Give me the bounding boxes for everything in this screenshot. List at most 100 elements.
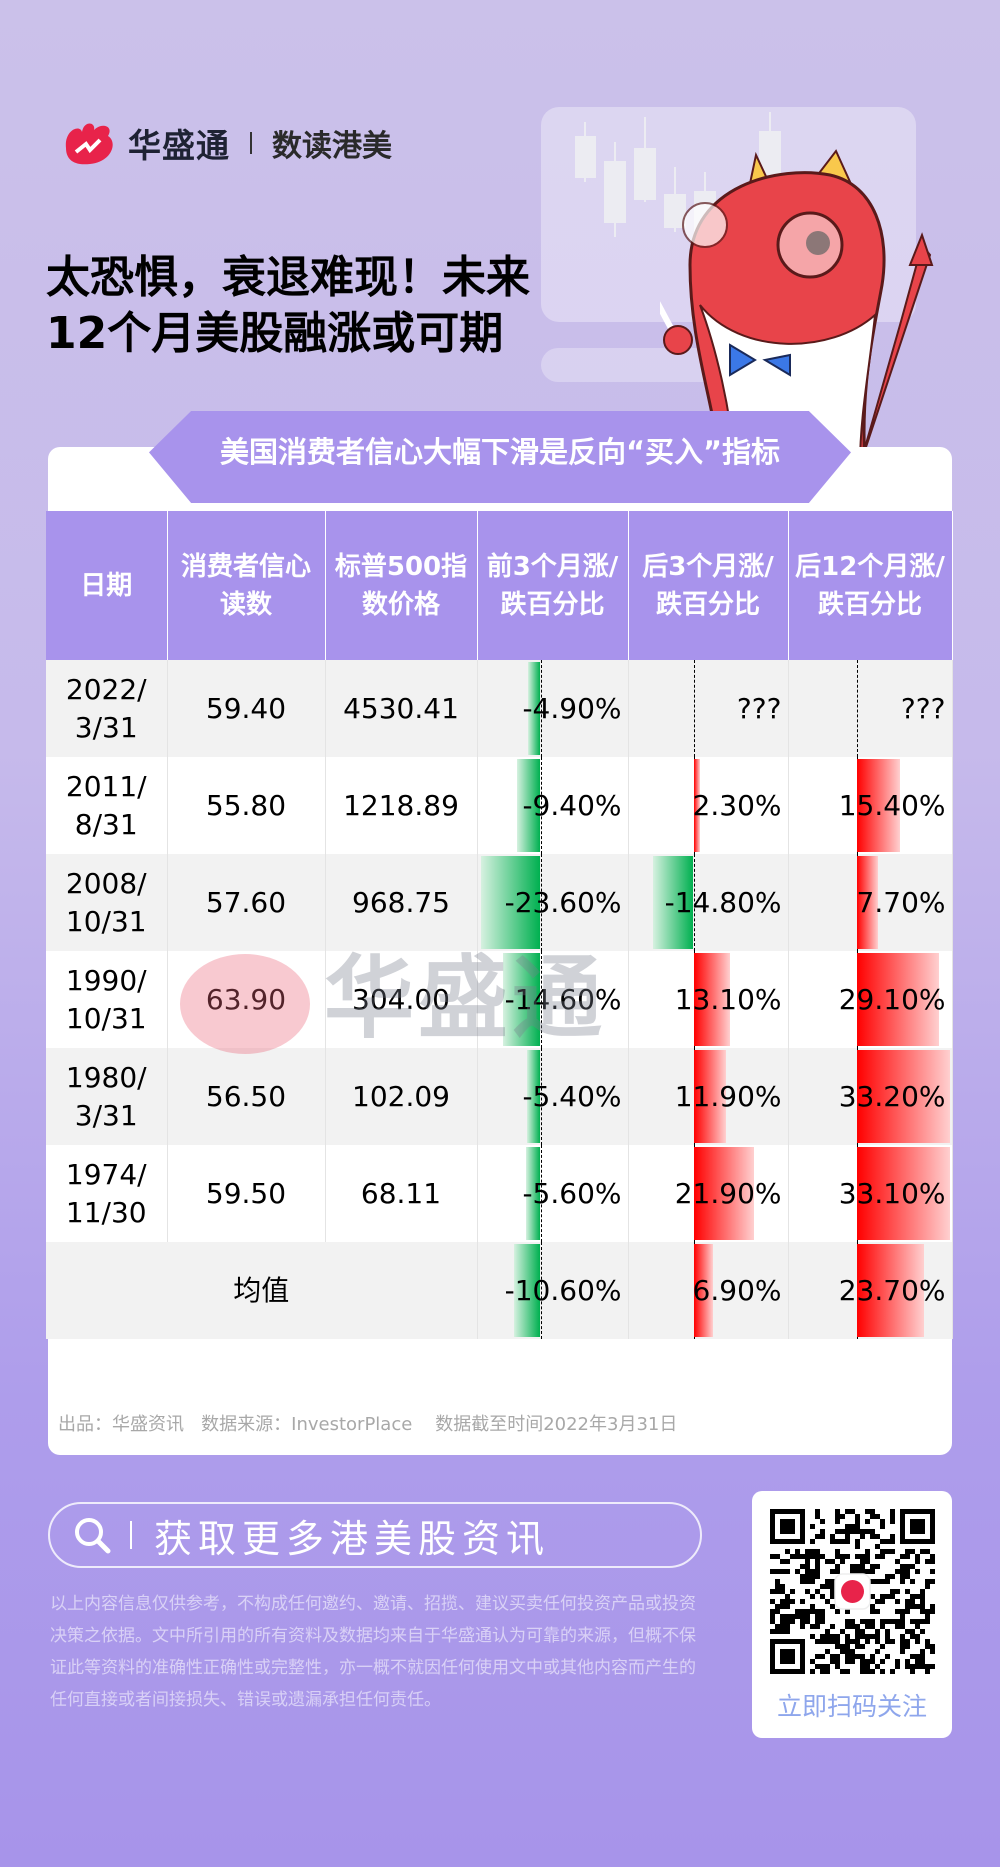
pct-value: -5.60%	[522, 1176, 622, 1210]
negative-bar	[516, 759, 541, 852]
zero-axis	[693, 660, 695, 757]
pct-cell-next12: 15.40%	[788, 757, 953, 854]
positive-bar	[856, 1244, 924, 1337]
date-line-1: 1974/	[65, 1157, 147, 1191]
pct-value: 6.90%	[692, 1273, 782, 1307]
search-label: 获取更多港美股资讯	[154, 1516, 551, 1561]
sp500-cell: 68.11	[325, 1145, 478, 1242]
qr-label: 立即扫码关注	[776, 1692, 927, 1721]
header-date: 日期	[46, 511, 168, 660]
date-line-1: 1980/	[65, 1060, 147, 1094]
date-line-1: 2008/	[65, 866, 147, 900]
positive-bar	[693, 953, 730, 1046]
pct-value: 11.90%	[674, 1079, 782, 1113]
confidence-cell: 55.80	[167, 757, 326, 854]
pct-value: 15.40%	[838, 788, 946, 822]
header-sp500: 标普500指数价格	[325, 511, 478, 660]
pct-cell-prev3: -10.60%	[477, 1242, 629, 1339]
positive-bar	[856, 1147, 951, 1240]
positive-bar	[693, 1244, 713, 1337]
pct-cell-next12: 33.20%	[788, 1048, 953, 1145]
date-line-2: 8/31	[74, 807, 138, 841]
zero-axis	[540, 1242, 542, 1339]
average-label: 均值	[46, 1242, 478, 1339]
table-row: 2022/3/31 59.40 4530.41 -4.90%??????	[46, 660, 953, 757]
positive-bar	[856, 856, 879, 949]
date-cell: 2022/3/31	[46, 660, 168, 757]
pct-value: 33.20%	[838, 1079, 946, 1113]
pct-cell-next12: 29.10%	[788, 951, 953, 1048]
huashengtong-flame-icon	[65, 123, 113, 165]
date-cell: 2011/8/31	[46, 757, 168, 854]
source-note: 出品：华盛资讯 数据来源：InvestorPlace 数据截至时间2022年3月…	[58, 1414, 678, 1435]
search-icon	[75, 1518, 111, 1554]
date-cell: 2008/10/31	[46, 854, 168, 951]
header-next12: 后12个月涨/跌百分比	[788, 511, 953, 660]
negative-bar	[503, 953, 541, 1046]
sp500-cell: 304.00	[325, 951, 478, 1048]
date-cell: 1990/10/31	[46, 951, 168, 1048]
table-row: 1974/11/30 59.50 68.11 -5.60% 21.90% 33.10%	[46, 1145, 953, 1242]
zero-axis	[540, 951, 542, 1048]
sp500-cell: 1218.89	[325, 757, 478, 854]
pct-cell-next3: 21.90%	[628, 1145, 789, 1242]
pct-value: -23.60%	[504, 885, 622, 919]
pct-value: -9.40%	[522, 788, 622, 822]
pct-cell-next12: 7.70%	[788, 854, 953, 951]
pct-cell-next12: 23.70%	[788, 1242, 953, 1339]
pct-value: -14.60%	[504, 982, 622, 1016]
zero-axis	[540, 1048, 542, 1145]
negative-bar	[526, 1050, 541, 1143]
pct-cell-next3: -14.80%	[628, 854, 789, 951]
logo: 华盛通 数读港美	[60, 118, 392, 168]
header-next3: 后3个月涨/跌百分比	[628, 511, 789, 660]
pct-value: -10.60%	[504, 1273, 622, 1307]
date-line-2: 3/31	[74, 1098, 138, 1132]
disclaimer: 以上内容信息仅供参考，不构成任何邀约、邀请、招揽、建议买卖任何投资产品或投资决策…	[50, 1594, 696, 1710]
divider	[130, 1521, 132, 1549]
date-line-2: 11/30	[65, 1195, 147, 1229]
date-line-1: 2022/	[65, 672, 147, 706]
sub-brand: 数读港美	[272, 129, 392, 164]
pct-value: -5.40%	[522, 1079, 622, 1113]
confidence-cell: 57.60	[167, 854, 326, 951]
pct-cell-next3: 13.10%	[628, 951, 789, 1048]
date-line-2: 10/31	[65, 1001, 147, 1035]
confidence-table: 日期 消费者信心读数 标普500指数价格 前3个月涨/跌百分比 后3个月涨/跌百…	[46, 511, 953, 1339]
zero-axis	[540, 854, 542, 951]
sp500-cell: 102.09	[325, 1048, 478, 1145]
qr-code[interactable]	[770, 1509, 935, 1674]
zero-axis	[540, 660, 542, 757]
confidence-cell: 63.90	[167, 951, 326, 1048]
pct-value: 29.10%	[838, 982, 946, 1016]
table-row: 1980/3/31 56.50 102.09 -5.40% 11.90% 33.20%	[46, 1048, 953, 1145]
zero-axis	[693, 854, 695, 951]
pct-cell-next3: 11.90%	[628, 1048, 789, 1145]
more-info-search-button[interactable]: 获取更多港美股资讯	[48, 1502, 702, 1568]
title-line-1: 太恐惧，衰退难现！未来	[46, 252, 530, 303]
date-cell: 1974/11/30	[46, 1145, 168, 1242]
brand-name: 华盛通	[128, 126, 230, 165]
header-prev3: 前3个月涨/跌百分比	[477, 511, 629, 660]
zero-axis	[540, 757, 542, 854]
positive-bar	[856, 1050, 951, 1143]
table-row: 2011/8/31 55.80 1218.89 -9.40% 2.30% 15.40%	[46, 757, 953, 854]
pct-cell-next3: 2.30%	[628, 757, 789, 854]
pct-cell-prev3: -14.60%	[477, 951, 629, 1048]
page-title: 太恐惧，衰退难现！未来 12个月美股融涨或可期	[46, 250, 530, 362]
card-banner-title: 美国消费者信心大幅下滑是反向“买入”指标	[149, 411, 851, 503]
negative-bar	[480, 856, 541, 949]
date-line-2: 3/31	[74, 710, 138, 744]
qr-card[interactable]: 立即扫码关注	[752, 1491, 952, 1738]
pct-value: 2.30%	[692, 788, 782, 822]
date-cell: 1980/3/31	[46, 1048, 168, 1145]
pct-value: -4.90%	[522, 691, 622, 725]
pct-cell-next12: ???	[788, 660, 953, 757]
confidence-cell: 59.40	[167, 660, 326, 757]
pct-cell-prev3: -23.60%	[477, 854, 629, 951]
pct-cell-next12: 33.10%	[788, 1145, 953, 1242]
sp500-cell: 4530.41	[325, 660, 478, 757]
confidence-cell: 59.50	[167, 1145, 326, 1242]
date-line-1: 1990/	[65, 963, 147, 997]
date-line-2: 10/31	[65, 904, 147, 938]
